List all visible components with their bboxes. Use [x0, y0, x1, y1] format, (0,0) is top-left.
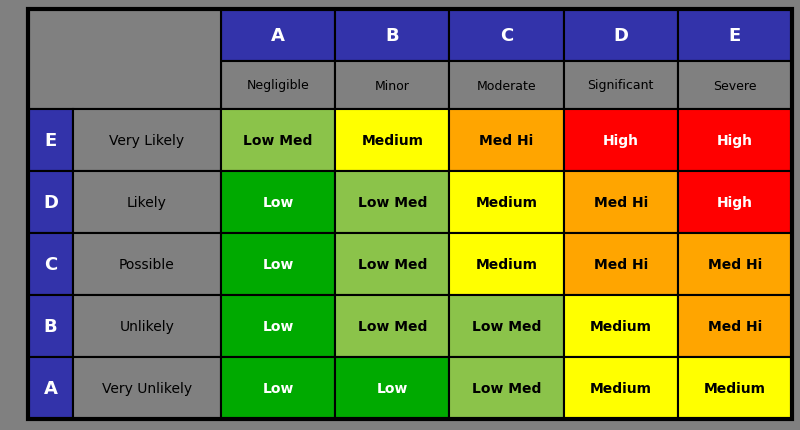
- Text: Significant: Significant: [587, 79, 654, 92]
- Text: Low: Low: [377, 381, 408, 395]
- Bar: [450, 10, 563, 62]
- Text: A: A: [271, 27, 285, 45]
- Bar: [28, 110, 73, 172]
- Text: Med Hi: Med Hi: [708, 258, 762, 271]
- Bar: [73, 357, 221, 419]
- Text: Medium: Medium: [475, 258, 538, 271]
- Bar: [450, 295, 563, 357]
- Text: Medium: Medium: [475, 196, 538, 209]
- Bar: [28, 172, 73, 233]
- Bar: [73, 295, 221, 357]
- Text: Medium: Medium: [590, 319, 652, 333]
- Text: Minor: Minor: [375, 79, 410, 92]
- Text: Med Hi: Med Hi: [479, 134, 534, 147]
- Text: Medium: Medium: [590, 381, 652, 395]
- Text: E: E: [729, 27, 741, 45]
- Bar: [335, 357, 450, 419]
- Bar: [563, 62, 678, 110]
- Bar: [563, 233, 678, 295]
- Text: Moderate: Moderate: [477, 79, 536, 92]
- Text: E: E: [44, 132, 57, 150]
- Text: Medium: Medium: [704, 381, 766, 395]
- Bar: [563, 172, 678, 233]
- Bar: [335, 233, 450, 295]
- Text: Possible: Possible: [119, 258, 175, 271]
- Bar: [335, 110, 450, 172]
- Bar: [28, 357, 73, 419]
- Bar: [221, 10, 335, 62]
- Text: Low: Low: [262, 196, 294, 209]
- Text: Low Med: Low Med: [358, 258, 427, 271]
- Bar: [335, 10, 450, 62]
- Bar: [335, 62, 450, 110]
- Text: Very Likely: Very Likely: [110, 134, 185, 147]
- Bar: [28, 10, 221, 110]
- Bar: [221, 233, 335, 295]
- Text: Med Hi: Med Hi: [594, 258, 648, 271]
- Bar: [450, 62, 563, 110]
- Bar: [221, 295, 335, 357]
- Bar: [28, 233, 73, 295]
- Text: Unlikely: Unlikely: [119, 319, 174, 333]
- Bar: [678, 10, 792, 62]
- Bar: [678, 357, 792, 419]
- Text: C: C: [500, 27, 513, 45]
- Text: Likely: Likely: [127, 196, 167, 209]
- Text: Medium: Medium: [362, 134, 423, 147]
- Bar: [73, 110, 221, 172]
- Text: D: D: [614, 27, 628, 45]
- Text: Low Med: Low Med: [243, 134, 313, 147]
- Bar: [563, 295, 678, 357]
- Bar: [678, 172, 792, 233]
- Text: A: A: [43, 379, 58, 397]
- Bar: [563, 10, 678, 62]
- Text: Med Hi: Med Hi: [708, 319, 762, 333]
- Text: High: High: [717, 134, 753, 147]
- Text: High: High: [717, 196, 753, 209]
- Bar: [450, 357, 563, 419]
- Text: Low: Low: [262, 258, 294, 271]
- Bar: [221, 110, 335, 172]
- Bar: [335, 172, 450, 233]
- Text: B: B: [386, 27, 399, 45]
- Bar: [73, 172, 221, 233]
- Text: Med Hi: Med Hi: [594, 196, 648, 209]
- Text: High: High: [602, 134, 638, 147]
- Bar: [678, 295, 792, 357]
- Text: Low Med: Low Med: [358, 196, 427, 209]
- Bar: [335, 295, 450, 357]
- Text: Very Unlikely: Very Unlikely: [102, 381, 192, 395]
- Text: Severe: Severe: [713, 79, 757, 92]
- Text: C: C: [44, 255, 57, 273]
- Bar: [678, 233, 792, 295]
- Bar: [221, 172, 335, 233]
- Text: B: B: [44, 317, 58, 335]
- Text: Low Med: Low Med: [358, 319, 427, 333]
- Bar: [28, 295, 73, 357]
- Bar: [678, 110, 792, 172]
- Text: Negligible: Negligible: [246, 79, 310, 92]
- Bar: [563, 357, 678, 419]
- Text: Low Med: Low Med: [472, 381, 541, 395]
- Bar: [450, 233, 563, 295]
- Bar: [221, 62, 335, 110]
- Text: Low: Low: [262, 381, 294, 395]
- Bar: [221, 357, 335, 419]
- Text: Low: Low: [262, 319, 294, 333]
- Bar: [563, 110, 678, 172]
- Text: Low Med: Low Med: [472, 319, 541, 333]
- Text: D: D: [43, 194, 58, 212]
- Bar: [73, 233, 221, 295]
- Bar: [450, 110, 563, 172]
- Bar: [450, 172, 563, 233]
- Bar: [678, 62, 792, 110]
